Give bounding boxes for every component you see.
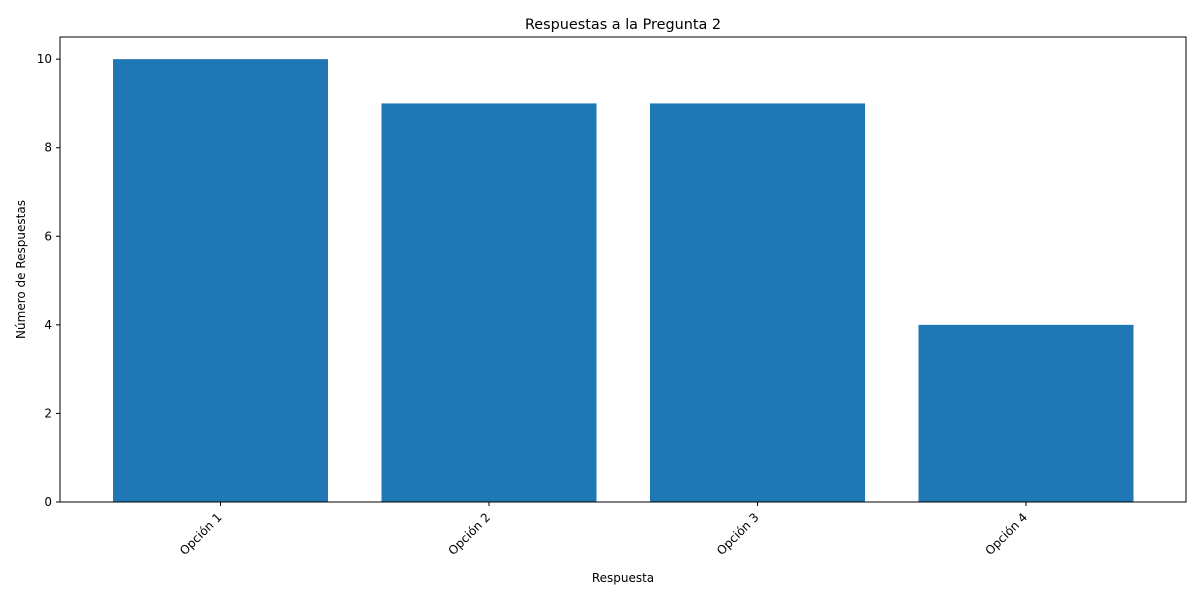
y-tick-label-2: 2 xyxy=(44,406,52,420)
x-tick-label-1: Opción 1 xyxy=(177,510,225,558)
bar-1 xyxy=(113,59,328,503)
y-tick-label-8: 8 xyxy=(44,141,52,155)
y-tick-label-0: 0 xyxy=(44,495,52,509)
y-tick-label-10: 10 xyxy=(37,52,52,66)
plot-frame xyxy=(59,36,1187,503)
y-axis: 0 2 4 6 8 10 xyxy=(37,52,60,509)
y-tick-label-6: 6 xyxy=(44,229,52,243)
bar-4 xyxy=(918,324,1134,502)
bar-3 xyxy=(650,103,865,502)
x-tick-label-3: Opción 3 xyxy=(714,510,762,558)
bar-2 xyxy=(381,103,597,502)
y-tick-label-4: 4 xyxy=(44,318,52,332)
bars-group xyxy=(113,59,1134,503)
x-axis-label: Respuesta xyxy=(592,571,654,585)
x-axis: Opción 1 Opción 2 Opción 3 Opción 4 xyxy=(177,502,1030,558)
x-tick-label-2: Opción 2 xyxy=(445,510,493,558)
x-tick-label-4: Opción 4 xyxy=(982,510,1030,558)
y-axis-label: Número de Respuestas xyxy=(14,200,28,339)
chart-title: Respuestas a la Pregunta 2 xyxy=(525,17,721,33)
